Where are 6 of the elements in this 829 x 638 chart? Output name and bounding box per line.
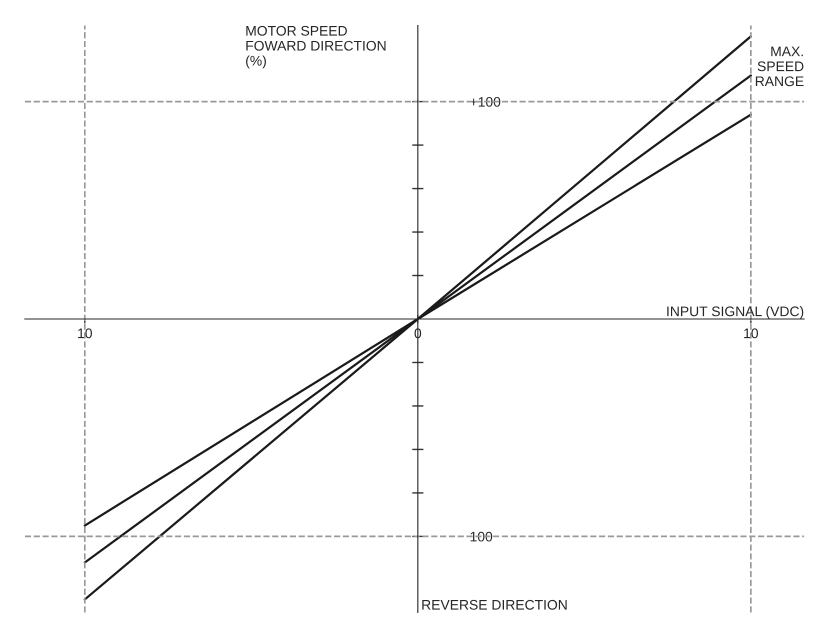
y-axis-title: MOTOR SPEED FOWARD DIRECTION (%) — [246, 26, 386, 68]
x-tick-label: 10 — [744, 328, 758, 338]
x-tick-label: 10 — [78, 328, 92, 338]
x-axis-title: INPUT SIGNAL (VDC) — [667, 306, 804, 319]
annotation: REVERSE DIRECTION — [422, 600, 567, 610]
annotation: MAX. SPEED RANGE — [756, 46, 804, 86]
